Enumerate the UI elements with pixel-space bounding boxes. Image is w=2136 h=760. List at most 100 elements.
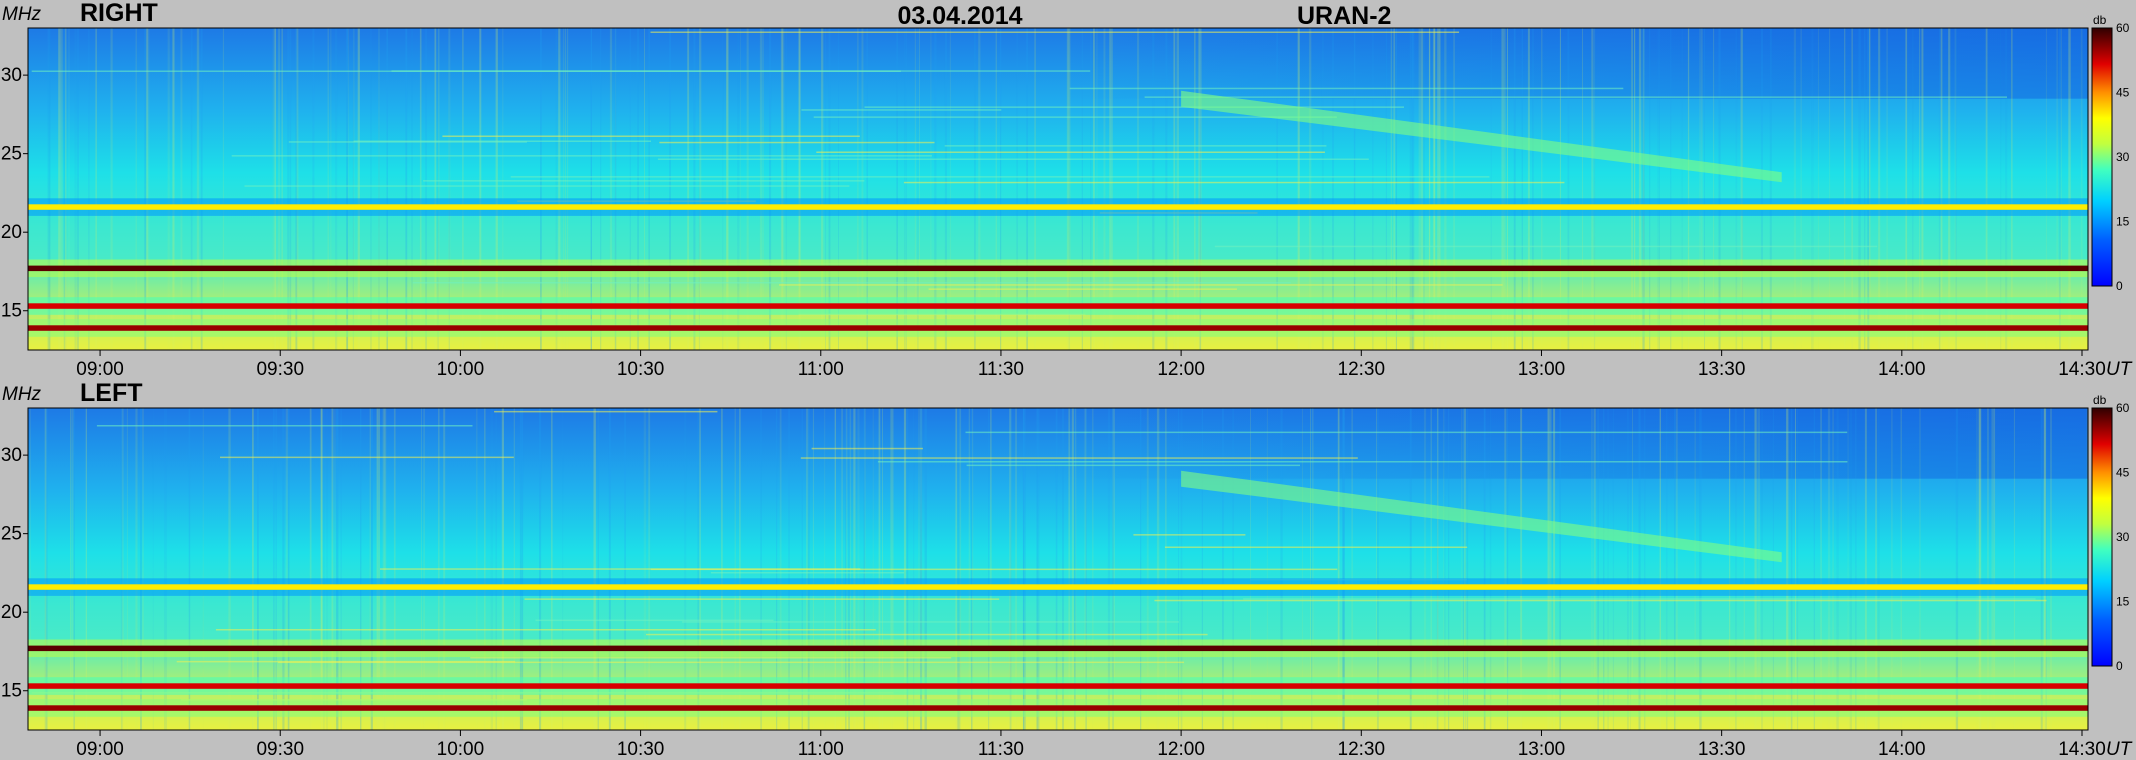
- interference-stripe: [930, 28, 932, 350]
- faint-line: [215, 629, 876, 631]
- interference-stripe: [228, 408, 231, 730]
- x-tick-label: 12:30: [1338, 359, 1386, 380]
- colorbar-scale: [2091, 27, 2113, 287]
- interference-stripe: [798, 28, 801, 350]
- faint-line: [1133, 534, 1246, 536]
- interference-stripe: [914, 28, 916, 350]
- interference-stripe: [1395, 28, 1397, 350]
- interference-stripe: [180, 28, 183, 350]
- interference-stripe: [1858, 28, 1861, 350]
- low-intensity-region: [1061, 408, 2088, 479]
- interference-stripe: [1743, 408, 1745, 730]
- interference-stripe: [1844, 28, 1846, 350]
- y-tick-label: 15: [1, 301, 22, 322]
- interference-stripe: [905, 28, 907, 350]
- interference-stripe: [275, 408, 277, 730]
- interference-stripe: [1503, 28, 1506, 350]
- faint-line: [646, 633, 1208, 636]
- interference-stripe: [74, 408, 75, 730]
- interference-stripe: [699, 28, 702, 350]
- interference-stripe: [737, 28, 740, 350]
- interference-stripe: [252, 408, 254, 730]
- interference-stripe: [2011, 28, 2013, 350]
- interference-stripe: [1433, 28, 1436, 350]
- interference-stripe: [1444, 408, 1446, 730]
- colorbar-tick-label: 45: [2116, 466, 2130, 480]
- interference-stripe: [1081, 28, 1083, 350]
- interference-stripe: [121, 408, 124, 730]
- interference-stripe: [1630, 408, 1631, 730]
- faint-line: [470, 657, 952, 659]
- interference-stripe: [1034, 28, 1036, 350]
- interference-stripe: [726, 28, 729, 350]
- interference-stripe: [278, 28, 280, 350]
- interference-stripe: [785, 28, 787, 350]
- interference-stripe: [1905, 28, 1908, 350]
- interference-stripe: [1820, 408, 1822, 730]
- interference-stripe: [330, 28, 332, 350]
- interference-stripe: [1851, 28, 1853, 350]
- interference-stripe: [904, 28, 906, 350]
- interference-stripe: [1754, 408, 1757, 730]
- interference-stripe: [378, 28, 380, 350]
- interference-stripe: [164, 408, 166, 730]
- interference-stripe: [142, 408, 144, 730]
- interference-stripe: [1532, 28, 1534, 350]
- interference-stripe: [1520, 408, 1523, 730]
- interference-stripe: [1418, 28, 1421, 350]
- interference-stripe: [1700, 408, 1702, 730]
- faint-line: [96, 425, 473, 427]
- interference-stripe: [1761, 408, 1763, 730]
- interference-stripe: [1797, 408, 1799, 730]
- interference-stripe: [1864, 28, 1866, 350]
- faint-line: [659, 141, 935, 144]
- interference-stripe: [1376, 408, 1377, 730]
- interference-stripe: [347, 28, 349, 350]
- interference-stripe: [821, 28, 824, 350]
- interference-stripe: [1412, 28, 1415, 350]
- interference-stripe: [1769, 28, 1772, 350]
- colorbar: db 0 15 30 45 60: [2091, 13, 2130, 293]
- interference-stripe: [726, 28, 728, 350]
- colorbar-tick-label: 30: [2116, 150, 2130, 164]
- interference-stripe: [1921, 28, 1924, 350]
- interference-stripe: [1559, 28, 1561, 350]
- interference-stripe: [1066, 28, 1069, 350]
- interference-stripe: [1992, 408, 1995, 730]
- interference-stripe: [200, 28, 203, 350]
- interference-stripe: [590, 28, 592, 350]
- interference-stripe: [1758, 408, 1760, 730]
- interference-stripe: [60, 28, 63, 350]
- interference-stripe: [562, 28, 565, 350]
- plot-area: [28, 408, 2088, 730]
- interference-stripe: [1994, 408, 1996, 730]
- emission-band: [28, 645, 2088, 652]
- drifting-burst: [1181, 470, 1782, 563]
- interference-stripe: [615, 28, 617, 350]
- interference-stripe: [135, 408, 137, 730]
- interference-stripe: [1741, 28, 1743, 350]
- interference-stripe: [1867, 28, 1870, 350]
- interference-stripe: [1527, 28, 1530, 350]
- y-axis-unit: MHz: [2, 384, 42, 405]
- emission-band: [28, 303, 2088, 309]
- interference-stripe: [1793, 28, 1796, 350]
- colorbar-tick-label: 0: [2116, 279, 2123, 293]
- interference-stripe: [1343, 408, 1345, 730]
- interference-stripe: [222, 28, 224, 350]
- interference-stripe: [1490, 28, 1492, 350]
- interference-stripe: [370, 408, 373, 730]
- interference-stripe: [759, 28, 762, 350]
- interference-stripe: [495, 28, 498, 350]
- interference-stripe: [165, 408, 167, 730]
- interference-stripe: [1547, 408, 1550, 730]
- interference-stripe: [648, 28, 650, 350]
- x-tick-label: 10:00: [437, 359, 485, 380]
- faint-line: [779, 284, 1503, 286]
- interference-stripe: [780, 28, 783, 350]
- interference-stripe: [502, 28, 504, 350]
- interference-stripe: [95, 28, 97, 350]
- interference-stripe: [1612, 408, 1614, 730]
- interference-stripe: [1704, 28, 1705, 350]
- interference-stripe: [85, 408, 87, 730]
